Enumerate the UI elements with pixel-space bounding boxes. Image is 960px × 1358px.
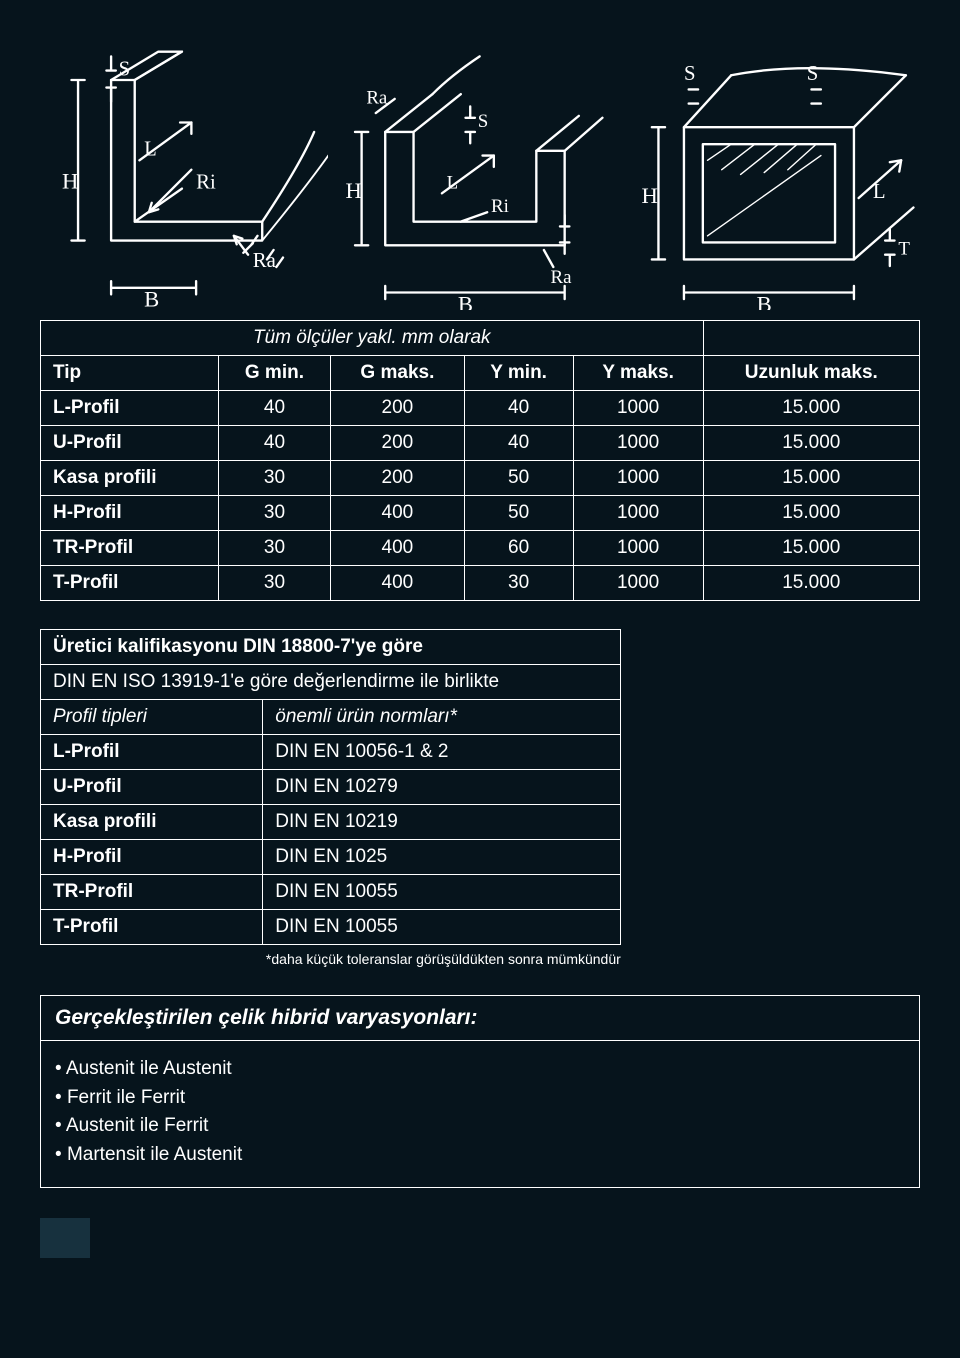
- hybrid-list: • Austenit ile Austenit • Ferrit ile Fer…: [41, 1041, 919, 1187]
- spec-table: Tüm ölçüler yakl. mm olarak Tip G min. G…: [40, 320, 920, 601]
- diagram-box-profile: S S L T H B: [632, 20, 915, 310]
- svg-text:Ri: Ri: [196, 171, 216, 194]
- svg-text:B: B: [458, 291, 473, 310]
- table-row: Kasa profiliDIN EN 10219: [41, 805, 621, 840]
- l-profile-svg: Ri Ra L S H B: [45, 20, 328, 310]
- diagram-l-profile: Ri Ra L S H B: [45, 20, 328, 310]
- table-row: H-Profil3040050100015.000: [41, 496, 920, 531]
- spec-col-2: G maks.: [331, 356, 464, 391]
- svg-text:T: T: [898, 239, 910, 260]
- svg-text:S: S: [119, 57, 131, 80]
- spec-col-4: Y maks.: [573, 356, 703, 391]
- table-row: U-Profil4020040100015.000: [41, 426, 920, 461]
- svg-text:L: L: [872, 180, 885, 203]
- svg-text:H: H: [62, 169, 78, 194]
- table-row: L-ProfilDIN EN 10056-1 & 2: [41, 735, 621, 770]
- norms-table: Üretici kalifikasyonu DIN 18800-7'ye gör…: [40, 629, 621, 945]
- table-row: TR-Profil3040060100015.000: [41, 531, 920, 566]
- list-item: • Ferrit ile Ferrit: [55, 1084, 905, 1113]
- hybrid-title: Gerçekleştirilen çelik hibrid varyasyonl…: [41, 996, 919, 1041]
- svg-text:H: H: [641, 183, 657, 208]
- spec-caption-empty: [703, 321, 919, 356]
- list-item: • Austenit ile Ferrit: [55, 1112, 905, 1141]
- table-row: T-ProfilDIN EN 10055: [41, 910, 621, 945]
- u-profile-svg: Ra S L Ri Ra H B: [338, 20, 621, 310]
- norms-col-left: Profil tipleri: [41, 700, 263, 735]
- spec-col-5: Uzunluk maks.: [703, 356, 919, 391]
- svg-text:Ri: Ri: [491, 196, 509, 217]
- table-row: U-ProfilDIN EN 10279: [41, 770, 621, 805]
- spec-caption: Tüm ölçüler yakl. mm olarak: [41, 321, 704, 356]
- svg-text:H: H: [346, 178, 362, 203]
- norms-col-right: önemli ürün normları*: [263, 700, 621, 735]
- table-row: Kasa profili3020050100015.000: [41, 461, 920, 496]
- svg-text:L: L: [144, 138, 157, 161]
- table-row: L-Profil4020040100015.000: [41, 391, 920, 426]
- hybrid-box: Gerçekleştirilen çelik hibrid varyasyonl…: [40, 995, 920, 1188]
- norms-title: Üretici kalifikasyonu DIN 18800-7'ye gör…: [41, 630, 621, 665]
- svg-text:L: L: [447, 173, 459, 194]
- svg-text:B: B: [144, 287, 159, 310]
- svg-text:B: B: [756, 291, 771, 310]
- table-row: TR-ProfilDIN EN 10055: [41, 875, 621, 910]
- spec-col-3: Y min.: [464, 356, 573, 391]
- box-profile-svg: S S L T H B: [632, 20, 915, 310]
- spec-col-0: Tip: [41, 356, 219, 391]
- svg-text:S: S: [806, 62, 818, 85]
- table-row: H-ProfilDIN EN 1025: [41, 840, 621, 875]
- diagram-u-profile: Ra S L Ri Ra H B: [338, 20, 621, 310]
- list-item: • Martensit ile Austenit: [55, 1141, 905, 1170]
- norms-footnote: *daha küçük toleranslar görüşüldükten so…: [40, 951, 621, 967]
- svg-text:S: S: [684, 62, 696, 85]
- spec-col-1: G min.: [218, 356, 331, 391]
- spec-body: L-Profil4020040100015.000 U-Profil402004…: [41, 391, 920, 601]
- svg-text:S: S: [478, 111, 489, 132]
- list-item: • Austenit ile Austenit: [55, 1055, 905, 1084]
- norms-subtitle: DIN EN ISO 13919-1'e göre değerlendirme …: [41, 665, 621, 700]
- page-number-box: [40, 1218, 90, 1258]
- svg-text:Ra: Ra: [551, 267, 573, 288]
- diagrams-row: Ri Ra L S H B: [0, 0, 960, 320]
- table-row: T-Profil3040030100015.000: [41, 566, 920, 601]
- svg-text:Ra: Ra: [367, 88, 389, 109]
